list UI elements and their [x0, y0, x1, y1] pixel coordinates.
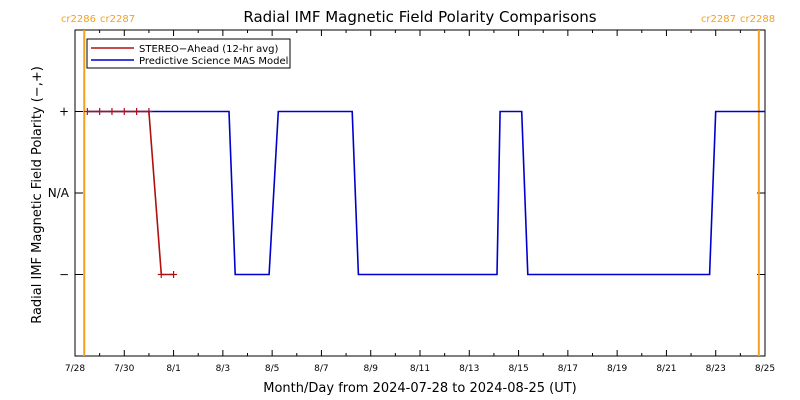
y-tick-label: − — [59, 268, 69, 282]
carrington-label-left: cr2286 — [61, 14, 96, 25]
data-point-marker — [157, 271, 165, 278]
y-axis-label: Radial IMF Magnetic Field Polarity (−,+) — [30, 66, 45, 324]
x-tick-label: 8/23 — [706, 364, 726, 374]
x-tick-label: 8/5 — [265, 364, 279, 374]
x-tick-label: 8/19 — [607, 364, 627, 374]
carrington-markers: cr2286 cr2287 cr2287 cr2288 — [61, 14, 775, 356]
legend-box — [86, 38, 291, 69]
x-tick-label: 8/15 — [508, 364, 528, 374]
legend-label-stereo: STEREO−Ahead (12-hr avg) — [139, 44, 279, 55]
series-line — [87, 110, 765, 276]
chart-title: Radial IMF Magnetic Field Polarity Compa… — [243, 8, 596, 26]
x-tick-label: 8/21 — [656, 364, 676, 374]
data-point-marker — [133, 108, 141, 115]
data-point-marker — [108, 108, 116, 115]
carrington-label-left: cr2287 — [701, 14, 736, 25]
y-tick-label: + — [59, 105, 69, 119]
x-tick-label: 8/11 — [410, 364, 430, 374]
legend: STEREO−Ahead (12-hr avg) Predictive Scie… — [86, 38, 291, 69]
x-tick-label: 8/25 — [755, 364, 775, 374]
carrington-label-right: cr2287 — [100, 14, 135, 25]
legend-label-mas: Predictive Science MAS Model — [139, 56, 288, 67]
x-tick-label: 7/28 — [65, 364, 85, 374]
x-tick-label: 8/3 — [216, 364, 230, 374]
x-tick-label: 8/13 — [459, 364, 479, 374]
series-line — [87, 110, 174, 276]
data-point-marker — [145, 108, 153, 115]
x-tick-label: 8/1 — [166, 364, 180, 374]
carrington-label-right: cr2288 — [740, 14, 775, 25]
data-point-marker — [120, 108, 128, 115]
plot-frame — [74, 29, 766, 357]
x-tick-label: 8/7 — [314, 364, 328, 374]
y-tick-label: N/A — [48, 186, 70, 200]
y-ticks: − N/A + — [48, 105, 765, 282]
data-point-marker — [96, 108, 104, 115]
x-tick-label: 8/17 — [558, 364, 578, 374]
series-layer — [83, 108, 765, 278]
data-point-marker — [83, 108, 91, 115]
data-point-marker — [170, 271, 178, 278]
x-axis-label: Month/Day from 2024-07-28 to 2024-08-25 … — [263, 381, 576, 396]
x-ticks: 7/28 7/30 8/1 8/3 8/5 8/7 8/9 8/11 8/13 8/15 8/17 8… — [65, 30, 775, 374]
x-tick-label: 8/9 — [363, 364, 378, 374]
x-tick-label: 7/30 — [114, 364, 134, 374]
